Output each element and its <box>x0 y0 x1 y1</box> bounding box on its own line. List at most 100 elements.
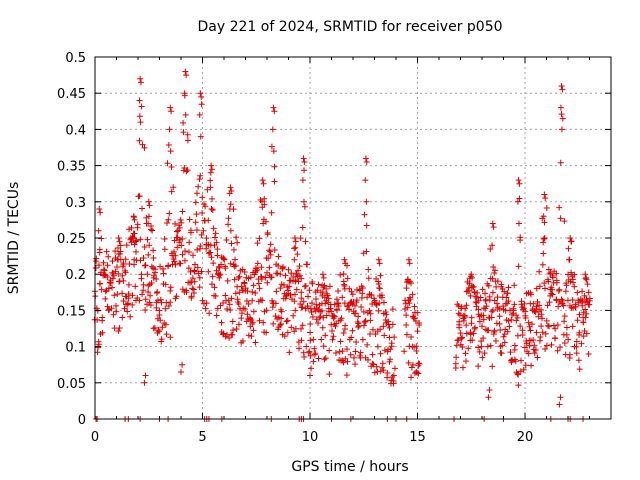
data-point <box>234 239 241 246</box>
data-point <box>179 235 186 242</box>
data-point <box>129 292 136 299</box>
data-point <box>119 290 126 297</box>
data-point <box>368 292 375 299</box>
data-point <box>458 335 465 342</box>
data-point <box>319 271 326 278</box>
data-point <box>323 290 330 297</box>
data-point <box>485 327 492 334</box>
data-point <box>580 333 587 340</box>
data-point <box>98 286 105 293</box>
data-point <box>214 252 221 259</box>
data-point <box>489 307 496 314</box>
data-point <box>558 126 565 133</box>
data-point <box>145 251 152 258</box>
data-point <box>198 93 205 100</box>
data-point <box>130 235 137 241</box>
data-point <box>337 271 344 278</box>
data-point <box>150 254 157 261</box>
y-tick-label: 0.4 <box>65 123 86 138</box>
data-point <box>174 228 181 235</box>
data-point <box>557 215 564 222</box>
data-point <box>408 334 415 341</box>
data-point <box>338 315 345 322</box>
data-point <box>322 300 329 307</box>
data-point <box>556 286 563 293</box>
data-point <box>370 361 377 368</box>
data-point <box>377 368 384 375</box>
data-point <box>320 314 327 321</box>
data-point <box>329 336 336 343</box>
data-point <box>504 328 511 335</box>
data-point <box>93 255 100 262</box>
data-point <box>125 281 132 288</box>
data-point <box>468 314 475 321</box>
data-point <box>479 286 486 293</box>
data-point <box>149 227 156 234</box>
data-point <box>136 97 143 104</box>
data-point <box>483 303 490 310</box>
data-point <box>492 267 499 274</box>
data-point <box>157 317 164 324</box>
data-point <box>180 129 187 136</box>
data-point <box>148 279 155 286</box>
data-point <box>310 336 317 343</box>
data-point <box>308 309 315 316</box>
data-point <box>367 330 374 337</box>
data-point <box>376 300 383 307</box>
data-point <box>105 285 112 292</box>
data-point <box>254 267 261 274</box>
data-point <box>306 348 313 355</box>
data-point <box>239 338 246 345</box>
data-point <box>455 310 462 317</box>
data-point <box>545 278 552 285</box>
data-point <box>554 347 561 354</box>
data-point <box>192 199 199 206</box>
data-point <box>487 245 494 252</box>
data-point <box>236 273 243 280</box>
y-tick-label: 0.35 <box>57 160 86 175</box>
data-point <box>260 180 267 187</box>
data-point <box>537 333 544 340</box>
data-point <box>164 160 171 167</box>
data-point <box>116 238 123 245</box>
data-point <box>136 137 143 144</box>
data-point <box>542 195 549 202</box>
data-point <box>104 262 111 269</box>
data-point <box>298 289 305 296</box>
data-point <box>181 257 188 264</box>
x-tick-label: 20 <box>517 430 534 445</box>
data-point <box>183 72 190 79</box>
data-point <box>349 327 356 334</box>
data-point <box>296 272 303 279</box>
data-point <box>342 260 349 267</box>
data-point <box>254 260 261 267</box>
data-point <box>244 311 251 318</box>
data-point <box>119 314 126 321</box>
data-point <box>148 263 155 270</box>
data-point <box>514 370 521 377</box>
data-point <box>536 283 543 290</box>
data-point <box>131 230 138 237</box>
data-point <box>496 313 503 320</box>
data-point <box>528 321 535 328</box>
data-point <box>369 360 376 367</box>
data-point <box>228 295 235 302</box>
data-point <box>243 297 250 304</box>
data-point <box>584 281 591 288</box>
data-point <box>126 261 133 268</box>
data-point <box>156 328 163 335</box>
data-point <box>260 319 267 326</box>
data-point <box>199 297 206 304</box>
data-point <box>207 184 214 191</box>
data-point <box>583 310 590 317</box>
data-point <box>112 248 119 255</box>
data-point <box>380 299 387 306</box>
data-point <box>477 294 484 301</box>
data-point <box>302 238 309 245</box>
data-point <box>371 369 378 376</box>
data-point <box>153 276 160 283</box>
data-point <box>478 338 485 345</box>
chart-title: Day 221 of 2024, SRMTID for receiver p05… <box>197 19 502 35</box>
data-point <box>406 300 413 307</box>
data-point <box>191 278 198 285</box>
